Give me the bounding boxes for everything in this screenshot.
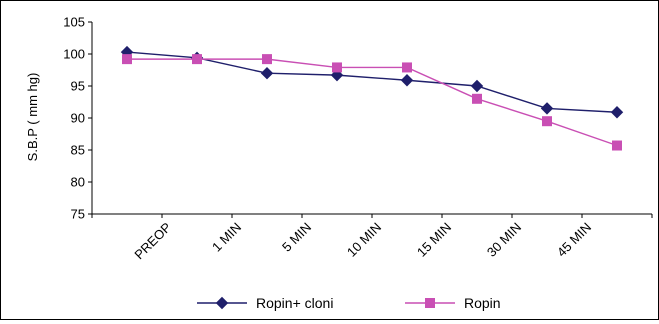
x-tick-labels: PREOP 1 MIN 5 MIN 10 MIN 15 MIN 30 MIN 45 MIN [131, 220, 594, 263]
x-tick-label: 15 MIN [414, 220, 454, 260]
data-point-diamond [470, 79, 484, 93]
axes [88, 21, 653, 218]
data-point-square [402, 62, 412, 73]
y-tick-label: 100 [63, 47, 85, 62]
data-point-square [262, 54, 272, 65]
y-tick-label: 80 [71, 175, 85, 190]
y-tick-label: 90 [71, 111, 85, 126]
x-tick-label: 45 MIN [554, 220, 594, 260]
y-tick-label: 85 [71, 143, 85, 158]
x-tick-label: 5 MIN [279, 220, 314, 255]
x-tick-label: PREOP [131, 220, 174, 263]
data-point-diamond [400, 74, 414, 87]
x-tick-label: 1 MIN [209, 220, 244, 255]
line-chart: 75 80 85 90 95 100 105 PREOP 1 MIN 5 MIN 10 MIN 15… [25, 15, 653, 311]
data-point-square [122, 54, 132, 65]
legend-item: Ropin+ cloni [197, 295, 333, 311]
series-layer [120, 45, 624, 151]
y-tick-label: 105 [63, 15, 85, 30]
data-point-square [612, 140, 622, 151]
data-point-square [192, 54, 202, 65]
series-line [126, 51, 618, 113]
series-2 [122, 54, 622, 151]
y-tick-label: 75 [71, 207, 85, 222]
legend-item: Ropin [405, 295, 501, 311]
data-point-diamond [260, 66, 274, 80]
data-point-diamond [610, 106, 624, 119]
y-tick-labels: 75 80 85 90 95 100 105 [63, 15, 85, 222]
y-axis-title: S.B.P ( mm hg) [25, 73, 40, 162]
data-point-square [472, 93, 482, 104]
data-point-square [332, 62, 342, 73]
data-point-square [425, 298, 435, 308]
legend: Ropin+ cloni Ropin [197, 295, 501, 311]
x-tick-label: 10 MIN [344, 220, 384, 260]
data-point-diamond [540, 102, 554, 115]
data-point-diamond [215, 296, 229, 310]
series-line [127, 58, 618, 147]
legend-label: Ropin+ cloni [256, 295, 333, 311]
data-point-square [542, 116, 552, 127]
x-tick-label: 30 MIN [484, 220, 524, 260]
y-tick-label: 95 [71, 79, 85, 94]
legend-label: Ropin [464, 295, 501, 311]
